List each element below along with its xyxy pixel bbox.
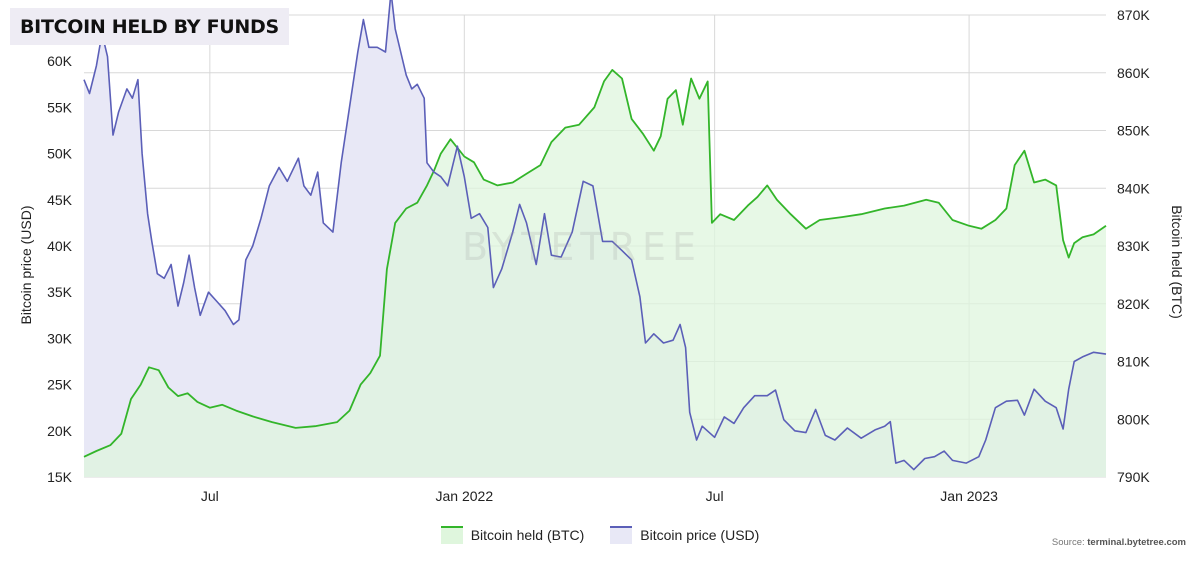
y-right-tick-label: 800K <box>1117 411 1150 427</box>
y-left-tick-label: 35K <box>47 284 73 300</box>
y-right-tick-label: 870K <box>1117 7 1150 23</box>
series-areas <box>84 0 1106 478</box>
y-right-tick-label: 840K <box>1117 180 1150 196</box>
legend-label-price: Bitcoin price (USD) <box>640 527 760 543</box>
held-area <box>84 69 1106 478</box>
y-left-tick-label: 55K <box>47 99 73 115</box>
y-left-tick-label: 50K <box>47 146 73 162</box>
y-left-tick-label: 45K <box>47 192 73 208</box>
x-tick-label: Jul <box>706 488 724 504</box>
y-left-tick-label: 60K <box>47 53 73 69</box>
x-tick-label: Jul <box>201 488 219 504</box>
y-right-tick-label: 850K <box>1117 123 1150 139</box>
legend-swatch-price <box>610 526 633 544</box>
y-right-tick-label: 810K <box>1117 354 1150 370</box>
y-left-axis-title: Bitcoin price (USD) <box>18 205 34 324</box>
chart-title: BITCOIN HELD BY FUNDS <box>20 15 279 38</box>
y-right-tick-label: 820K <box>1117 296 1150 312</box>
y-left-tick-label: 25K <box>47 377 73 393</box>
y-right-tick-label: 830K <box>1117 238 1150 254</box>
held-line <box>83 69 1107 458</box>
y-right-tick-label: 860K <box>1117 65 1150 81</box>
y-left-tick-label: 40K <box>47 238 73 254</box>
y-right-axis-title: Bitcoin held (BTC) <box>1169 205 1185 319</box>
legend-item-held[interactable]: Bitcoin held (BTC) <box>440 526 585 544</box>
axes: 15K20K25K30K35K40K45K50K55K60K65K790K800… <box>18 7 1185 504</box>
y-right-tick-label: 790K <box>1117 469 1150 485</box>
x-tick-label: Jan 2022 <box>436 488 494 504</box>
legend: Bitcoin held (BTC) Bitcoin price (USD) <box>0 526 1200 544</box>
x-tick-label: Jan 2023 <box>940 488 998 504</box>
y-left-tick-label: 20K <box>47 423 73 439</box>
source-note: Source: terminal.bytetree.com <box>1052 537 1186 548</box>
legend-swatch-held <box>440 526 463 544</box>
y-left-tick-label: 30K <box>47 330 73 346</box>
source-site[interactable]: terminal.bytetree.com <box>1087 537 1186 548</box>
chart-title-box: BITCOIN HELD BY FUNDS <box>10 8 289 45</box>
series-lines <box>83 0 1107 471</box>
legend-label-held: Bitcoin held (BTC) <box>470 527 585 543</box>
y-left-tick-label: 15K <box>47 469 73 485</box>
price-line <box>83 0 1107 471</box>
source-prefix: Source: <box>1051 537 1088 548</box>
watermark: BYTETREE <box>462 225 703 269</box>
legend-item-price[interactable]: Bitcoin price (USD) <box>610 526 759 544</box>
